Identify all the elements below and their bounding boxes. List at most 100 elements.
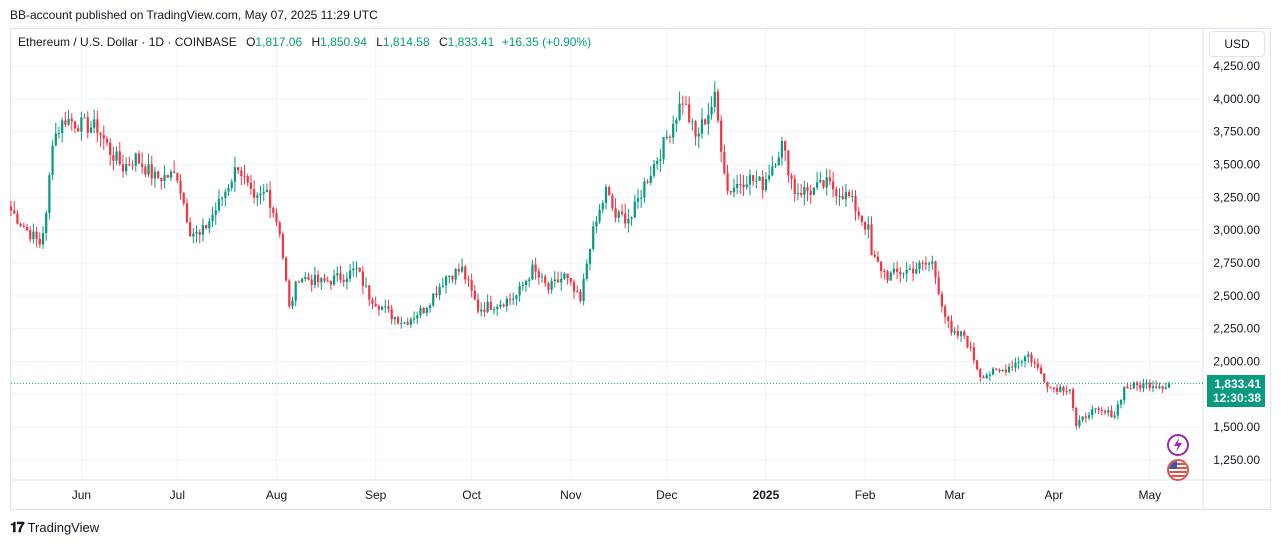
candle-up	[697, 133, 700, 137]
candle-up	[665, 136, 668, 138]
candle-down	[995, 368, 998, 370]
candle-down	[137, 153, 141, 164]
candle-down	[1100, 409, 1103, 411]
grid-lines	[11, 29, 1203, 480]
symbol-description[interactable]: Ethereum / U.S. Dollar · 1D · COINBASE	[18, 35, 237, 49]
candle-up	[169, 171, 173, 178]
candle-down	[1129, 388, 1132, 390]
candle-down	[1139, 384, 1142, 389]
currency-button[interactable]: USD	[1209, 31, 1265, 57]
candle-up	[419, 307, 422, 316]
candle-down	[121, 164, 125, 172]
candle-down	[624, 213, 627, 224]
candle-up	[633, 201, 636, 218]
candle-down	[243, 176, 246, 178]
candle-down	[956, 330, 959, 336]
candle-down	[726, 173, 729, 191]
x-tick-label: May	[1138, 488, 1161, 502]
candle-down	[969, 347, 972, 349]
candle-down	[13, 210, 16, 214]
candle-down	[720, 120, 723, 152]
candle-down	[854, 195, 857, 212]
candle-up	[777, 157, 780, 166]
candle-up	[796, 193, 800, 195]
candle-up	[652, 164, 656, 176]
candle-up	[636, 198, 640, 202]
candle-up	[492, 309, 496, 311]
candle-down	[9, 206, 13, 211]
candle-up	[393, 317, 396, 320]
candle-up	[486, 301, 489, 312]
candle-up	[153, 171, 157, 179]
candle-down	[288, 280, 291, 307]
candle-up	[1087, 415, 1091, 418]
candle-down	[118, 151, 121, 165]
candle-up	[380, 306, 384, 310]
candle-down	[464, 266, 467, 280]
candle-down	[361, 271, 364, 286]
candle-up	[416, 315, 419, 319]
open-label: O	[246, 35, 256, 49]
us-flag-icon[interactable]	[1167, 459, 1189, 481]
candle-down	[716, 91, 720, 121]
candle-down	[556, 279, 560, 283]
candle-up	[32, 231, 35, 240]
candle-up	[851, 195, 854, 197]
candle-down	[790, 175, 793, 179]
candle-up	[201, 225, 205, 235]
candle-up	[595, 221, 598, 227]
candle-up	[304, 276, 307, 279]
candle-down	[35, 231, 38, 239]
candle-down	[1004, 369, 1007, 373]
candle-up	[659, 159, 662, 161]
candle-up	[678, 103, 681, 120]
candle-down	[966, 335, 969, 348]
low-label: L	[376, 35, 383, 49]
candle-down	[860, 215, 864, 222]
y-tick-label: 2,500.00	[1213, 289, 1260, 303]
candle-up	[355, 267, 358, 269]
candle-up	[499, 304, 502, 307]
candle-down	[128, 164, 131, 166]
candle-up	[604, 186, 608, 203]
candle-up	[403, 322, 406, 324]
candle-down	[64, 120, 67, 125]
candle-down	[278, 222, 281, 235]
candle-down	[19, 223, 22, 226]
candle-down	[620, 211, 624, 214]
lightning-icon[interactable]	[1167, 434, 1189, 456]
candle-down	[752, 175, 755, 181]
candle-up	[768, 175, 771, 180]
candle-up	[89, 127, 93, 133]
candle-up	[563, 273, 566, 279]
candle-up	[262, 191, 265, 194]
x-tick-label: Jul	[170, 488, 185, 502]
candle-down	[150, 164, 153, 179]
candle-up	[691, 121, 694, 123]
candle-up	[192, 233, 195, 237]
candle-up	[211, 214, 214, 222]
x-tick-label: 2025	[753, 488, 780, 502]
candle-down	[1030, 354, 1033, 363]
candle-up	[524, 281, 528, 285]
candle-up	[1113, 415, 1116, 418]
candle-down	[1043, 373, 1046, 382]
candle-up	[1059, 386, 1062, 392]
candle-down	[940, 294, 944, 307]
y-tick-label: 3,000.00	[1213, 223, 1260, 237]
candle-down	[1135, 382, 1139, 385]
candle-down	[857, 211, 860, 216]
candle-up	[147, 164, 150, 175]
candle-up	[313, 274, 317, 285]
candle-down	[739, 184, 742, 186]
candle-up	[163, 174, 166, 182]
candle-up	[1027, 354, 1030, 357]
candle-up	[713, 91, 716, 107]
x-tick-label: Feb	[855, 488, 876, 502]
candle-down	[502, 304, 505, 307]
candle-down	[342, 279, 345, 282]
candle-down	[22, 225, 25, 228]
candle-up	[352, 268, 355, 271]
candle-up	[1094, 408, 1097, 410]
